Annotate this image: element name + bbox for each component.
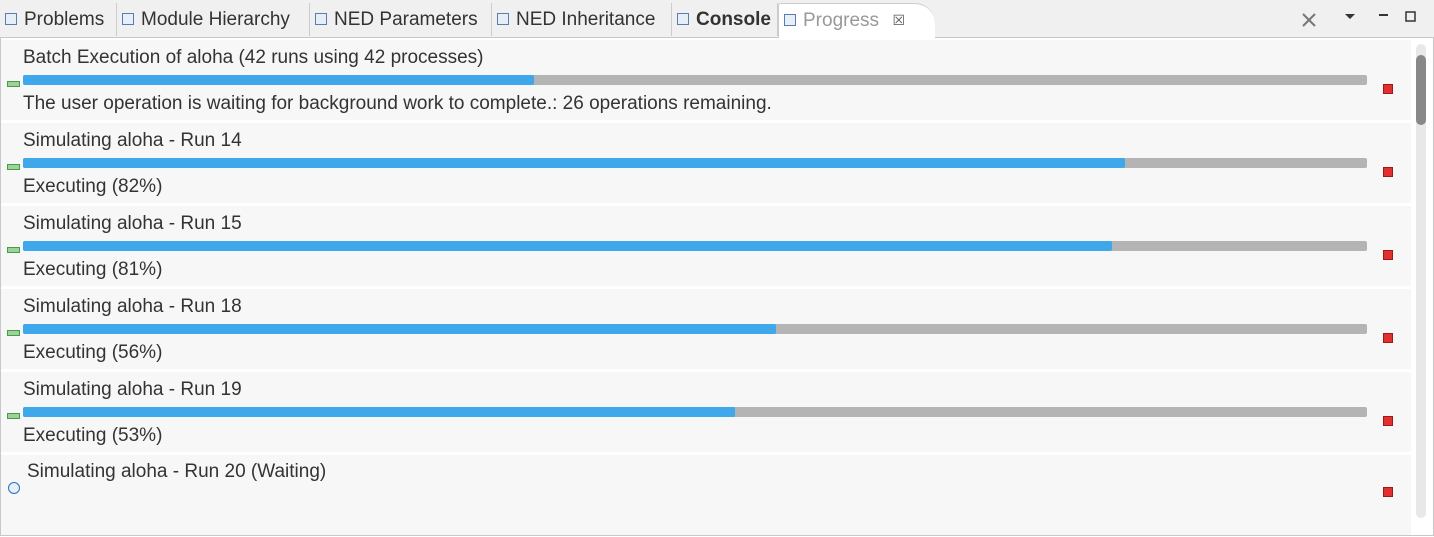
tab[interactable]: Console bbox=[672, 3, 778, 36]
scrollbar-track[interactable] bbox=[1416, 44, 1426, 518]
progress-item: Simulating aloha - Run 15 Executing (81%) bbox=[1, 206, 1411, 286]
item-icon bbox=[7, 330, 20, 336]
cancel-button[interactable] bbox=[1383, 84, 1393, 94]
item-title: Simulating aloha - Run 18 bbox=[23, 296, 242, 317]
tab-icon bbox=[497, 13, 509, 25]
cancel-button[interactable] bbox=[1383, 333, 1393, 343]
cancel-button[interactable] bbox=[1383, 167, 1393, 177]
progress-fill bbox=[23, 158, 1126, 168]
tab-label: NED Parameters bbox=[334, 9, 478, 30]
item-status: The user operation is waiting for backgr… bbox=[23, 93, 772, 114]
progress-track bbox=[23, 75, 1367, 85]
progress-track bbox=[23, 241, 1367, 251]
progress-track bbox=[23, 324, 1367, 334]
item-title: Simulating aloha - Run 20 (Waiting) bbox=[27, 461, 327, 482]
item-icon bbox=[7, 413, 20, 419]
tab[interactable]: Module Hierarchy bbox=[117, 3, 310, 36]
tab[interactable]: NED Inheritance bbox=[492, 3, 672, 36]
item-icon bbox=[7, 164, 20, 170]
tab-icon bbox=[315, 13, 327, 25]
tab-icon bbox=[5, 13, 17, 25]
tab-icon bbox=[677, 13, 689, 25]
progress-track bbox=[23, 407, 1367, 417]
scrollbar-thumb[interactable] bbox=[1416, 55, 1426, 125]
item-title: Batch Execution of aloha (42 runs using … bbox=[23, 47, 484, 68]
progress-item: Simulating aloha - Run 20 (Waiting) bbox=[1, 455, 1411, 535]
item-title: Simulating aloha - Run 15 bbox=[23, 213, 242, 234]
tab-label: NED Inheritance bbox=[516, 9, 656, 30]
tab-icon bbox=[122, 13, 134, 25]
view-toolbar bbox=[1302, 11, 1416, 27]
item-icon bbox=[7, 247, 20, 253]
item-status: Executing (56%) bbox=[23, 342, 163, 363]
view-menu-button[interactable] bbox=[1345, 14, 1355, 19]
tab[interactable]: Problems bbox=[0, 3, 117, 36]
item-status: Executing (82%) bbox=[23, 176, 163, 197]
tab[interactable]: Progress ☒ bbox=[778, 3, 935, 38]
item-title: Simulating aloha - Run 19 bbox=[23, 379, 242, 400]
item-title: Simulating aloha - Run 14 bbox=[23, 130, 242, 151]
item-status: Executing (81%) bbox=[23, 259, 163, 280]
progress-fill bbox=[23, 407, 736, 417]
progress-fill bbox=[23, 75, 534, 85]
tab-icon bbox=[784, 14, 796, 26]
cancel-button[interactable] bbox=[1383, 416, 1393, 426]
maximize-button[interactable] bbox=[1405, 11, 1416, 22]
progress-item: Batch Execution of aloha (42 runs using … bbox=[1, 40, 1411, 120]
progress-fill bbox=[23, 324, 776, 334]
minimize-button[interactable] bbox=[1379, 14, 1388, 16]
tab-label: Problems bbox=[24, 9, 105, 30]
cancel-button[interactable] bbox=[1383, 487, 1393, 497]
tab-bar: Problems Module Hierarchy NED Parameters NE… bbox=[0, 0, 1434, 38]
tab-label: Module Hierarchy bbox=[141, 9, 290, 30]
tab[interactable]: NED Parameters bbox=[310, 3, 492, 36]
waiting-icon bbox=[8, 482, 20, 494]
progress-item: Simulating aloha - Run 19 Executing (53%) bbox=[1, 372, 1411, 452]
cancel-button[interactable] bbox=[1383, 250, 1393, 260]
close-tab-button[interactable]: ☒ bbox=[892, 12, 905, 28]
item-icon bbox=[7, 81, 20, 87]
progress-fill bbox=[23, 241, 1112, 251]
progress-item: Simulating aloha - Run 14 Executing (82%) bbox=[1, 123, 1411, 203]
tab-label: Console bbox=[696, 9, 771, 30]
item-status: Executing (53%) bbox=[23, 425, 163, 446]
progress-item: Simulating aloha - Run 18 Executing (56%) bbox=[1, 289, 1411, 369]
tab-label: Progress bbox=[803, 10, 880, 31]
progress-track bbox=[23, 158, 1367, 168]
remove-all-button[interactable] bbox=[1302, 13, 1316, 27]
